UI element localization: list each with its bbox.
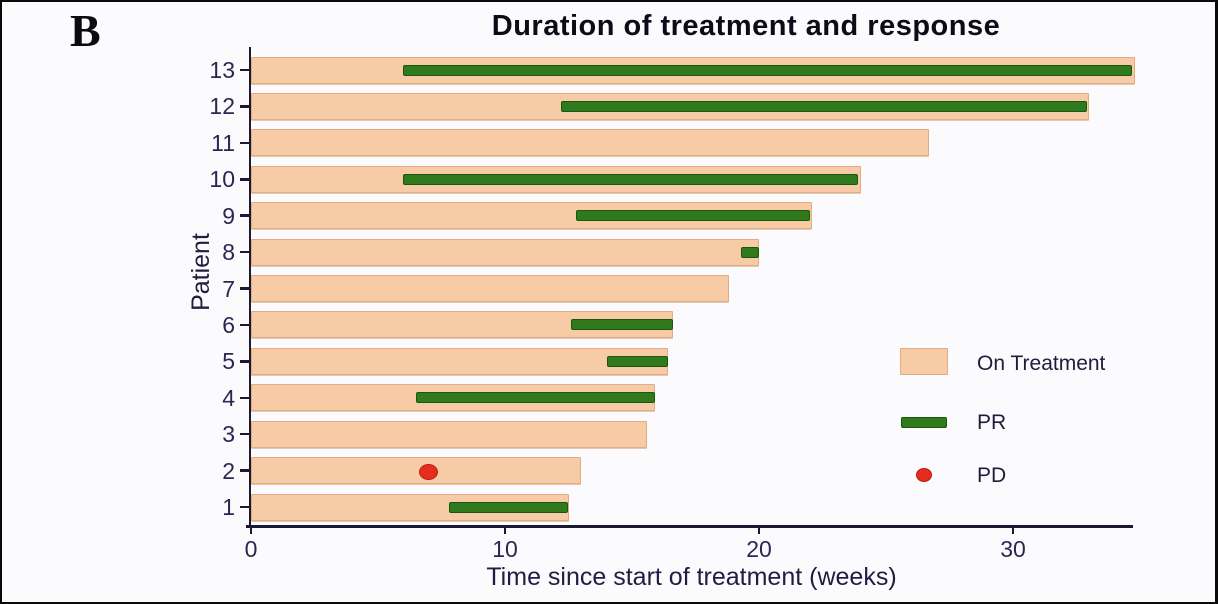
x-axis-label: Time since start of treatment (weeks) [486, 563, 897, 591]
legend-swatch-pr [901, 417, 947, 428]
pr-bar-patient-4 [416, 392, 655, 404]
y-axis-line [248, 47, 251, 528]
pr-bar-patient-5 [606, 355, 668, 367]
x-tick-mark-0 [249, 525, 253, 534]
y-tick-label-3: 3 [222, 421, 235, 448]
y-tick-label-8: 8 [222, 239, 235, 266]
pd-marker-patient-2 [419, 463, 439, 480]
panel-letter-label: B [70, 5, 101, 56]
y-tick-mark-2 [239, 469, 249, 472]
y-tick-label-1: 1 [222, 494, 235, 521]
y-tick-label-6: 6 [222, 311, 235, 338]
y-tick-mark-4 [239, 396, 249, 400]
chart-title: Duration of treatment and response [491, 10, 1001, 42]
treatment-bar-patient-2 [251, 457, 582, 485]
x-tick-mark-20 [757, 525, 761, 534]
pr-bar-patient-12 [560, 100, 1087, 112]
pr-bar-patient-8 [741, 246, 759, 258]
x-tick-label-20: 20 [746, 536, 772, 562]
pr-bar-patient-9 [576, 210, 810, 222]
y-tick-mark-11 [239, 141, 249, 145]
x-tick-mark-30 [1011, 525, 1015, 534]
y-tick-mark-9 [239, 214, 249, 217]
treatment-bar-patient-8 [251, 238, 759, 266]
pr-bar-patient-6 [571, 319, 673, 331]
legend-swatch-on-treatment [900, 348, 948, 375]
y-tick-mark-13 [239, 68, 249, 72]
pr-bar-patient-1 [449, 501, 569, 513]
y-tick-label-10: 10 [209, 166, 235, 193]
legend-label-on-treatment: On Treatment [977, 352, 1106, 375]
y-tick-label-2: 2 [222, 457, 235, 484]
y-tick-mark-5 [239, 360, 249, 363]
pr-bar-patient-10 [403, 173, 859, 185]
y-tick-mark-7 [239, 287, 249, 290]
legend-label-pr: PR [977, 411, 1007, 434]
treatment-bar-patient-3 [251, 420, 648, 448]
x-tick-label-30: 30 [1000, 536, 1026, 562]
y-tick-label-12: 12 [209, 93, 235, 120]
y-tick-label-5: 5 [222, 348, 235, 375]
y-tick-mark-8 [239, 250, 249, 254]
y-tick-mark-1 [239, 505, 249, 509]
y-tick-mark-12 [239, 105, 249, 108]
x-tick-label-0: 0 [244, 536, 258, 562]
treatment-bar-patient-5 [251, 347, 668, 375]
y-tick-label-9: 9 [222, 202, 235, 229]
x-axis-line [245, 525, 1133, 528]
treatment-bar-patient-7 [251, 275, 729, 303]
pr-bar-patient-13 [403, 64, 1133, 76]
y-tick-label-4: 4 [222, 384, 235, 411]
x-tick-label-10: 10 [492, 536, 518, 562]
legend-swatch-pd-dot [916, 468, 932, 482]
y-tick-mark-3 [239, 432, 249, 436]
y-tick-mark-10 [239, 178, 249, 181]
x-tick-mark-10 [503, 525, 507, 534]
treatment-bar-patient-11 [251, 129, 930, 157]
y-tick-mark-6 [239, 323, 249, 327]
y-tick-label-11: 11 [211, 129, 235, 156]
legend-label-pd: PD [977, 464, 1007, 487]
y-tick-label-7: 7 [222, 275, 235, 302]
y-tick-label-13: 13 [209, 57, 235, 83]
